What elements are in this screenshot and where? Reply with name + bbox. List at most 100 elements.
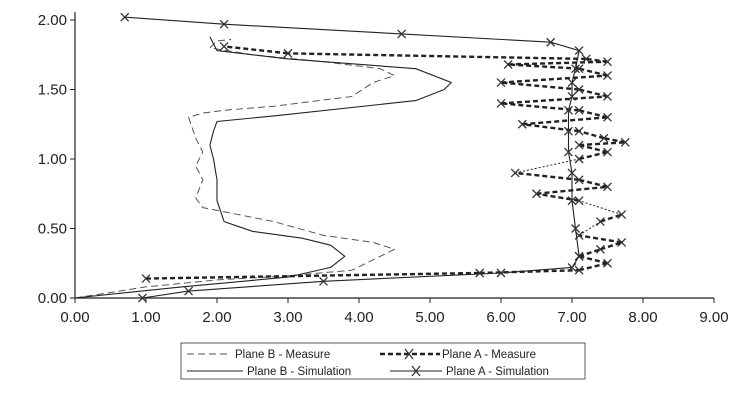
legend-label-plane-b-measure: Plane B - Measure (235, 349, 330, 361)
data-point (517, 119, 527, 129)
data-point (563, 147, 573, 157)
data-point (567, 196, 577, 206)
series-line-plane-b-measure (74, 39, 395, 299)
series-segment (578, 130, 605, 140)
legend-item-plane-b-measure: Plane B - Measure (187, 349, 330, 361)
legend-marker-plane-a-measure (404, 348, 414, 360)
legend-box (180, 342, 586, 380)
series-segment (522, 116, 608, 126)
series-segment (287, 52, 587, 61)
data-point (219, 41, 229, 51)
x-tick-label: 3.00 (273, 309, 302, 326)
data-point (603, 57, 612, 67)
series-segment (578, 150, 608, 161)
series-segment (223, 45, 289, 55)
data-point (574, 154, 584, 164)
data-point (563, 105, 573, 115)
data-point (574, 175, 584, 185)
data-point (496, 98, 506, 108)
data-point (563, 126, 573, 136)
data-point (571, 64, 581, 74)
legend-label-plane-a-simulation: Plane A - Simulation (446, 366, 549, 378)
data-point (574, 126, 584, 136)
data-point (617, 210, 627, 220)
data-point (603, 258, 612, 268)
x-tick-label: 2.00 (202, 309, 231, 326)
y-tick-label: 1.00 (38, 151, 67, 168)
data-point (397, 29, 407, 39)
data-point (567, 168, 577, 178)
series-segment (578, 234, 622, 244)
data-point (496, 268, 506, 278)
series-plane-b-simulation (74, 36, 452, 299)
data-point (581, 54, 591, 64)
data-point (503, 60, 513, 69)
data-point (546, 37, 556, 47)
data-point (219, 19, 229, 29)
series-segment (586, 57, 608, 63)
series-segment (479, 269, 580, 275)
y-tick-label: 0.50 (38, 221, 67, 238)
legend-item-plane-b-simulation: Plane B - Simulation (187, 366, 351, 378)
legend-item-plane-a-measure: Plane A - Measure (380, 348, 536, 361)
y-tick-label: 1.50 (38, 82, 67, 99)
x-tick-label: 7.00 (557, 309, 586, 326)
data-point (574, 105, 584, 115)
series-segment (515, 171, 580, 182)
x-tick-label: 5.00 (415, 309, 444, 326)
series-segment (508, 60, 608, 66)
axis-ticks (70, 19, 715, 303)
data-point (620, 137, 630, 147)
legend: Plane B - Measure Plane A - Measure Plan… (180, 342, 586, 380)
x-tick-label: 4.00 (344, 309, 373, 326)
data-point (603, 182, 612, 192)
x-tick-label: 1.00 (131, 309, 160, 326)
series-segment (578, 67, 608, 77)
series-segment (515, 158, 580, 174)
data-point (319, 276, 328, 286)
data-point (603, 147, 612, 157)
data-point (574, 251, 584, 261)
data-point (574, 196, 584, 206)
data-point (283, 48, 293, 58)
series-segment (578, 88, 608, 98)
data-point (567, 262, 577, 272)
series-segment (578, 178, 608, 188)
series-segment (600, 213, 623, 223)
data-point (571, 224, 581, 233)
series-plane-b-measure (74, 39, 395, 299)
data-point (574, 85, 584, 94)
series-segment (500, 81, 580, 91)
series-segment (578, 262, 608, 272)
data-point (184, 286, 194, 296)
data-point (574, 265, 584, 275)
x-tick-label: 8.00 (628, 309, 657, 326)
data-point (603, 112, 612, 122)
series-segment (603, 136, 626, 144)
y-tick-label: 2.00 (38, 12, 67, 29)
series-segment (578, 221, 601, 236)
data-point (595, 244, 605, 254)
legend-item-plane-a-simulation: Plane A - Simulation (390, 365, 549, 378)
y-tick-label: 0.00 (38, 290, 67, 307)
series-plane-a-simulation (120, 12, 584, 303)
series-segment (500, 74, 608, 84)
series-layer (74, 12, 630, 303)
x-tick-label: 9.00 (699, 309, 728, 326)
axes (74, 12, 714, 299)
data-point (567, 78, 577, 88)
series-segment (500, 95, 608, 105)
data-point (475, 268, 485, 278)
data-point (141, 274, 151, 283)
x-tick-label: 0.00 (60, 309, 89, 326)
data-point (599, 133, 609, 143)
data-point (595, 217, 605, 227)
data-point (574, 46, 584, 56)
data-point (120, 12, 130, 22)
data-point (510, 168, 520, 178)
series-segment (578, 248, 601, 258)
data-point (574, 140, 584, 150)
series-segment (600, 241, 623, 251)
series-segment (145, 271, 480, 280)
